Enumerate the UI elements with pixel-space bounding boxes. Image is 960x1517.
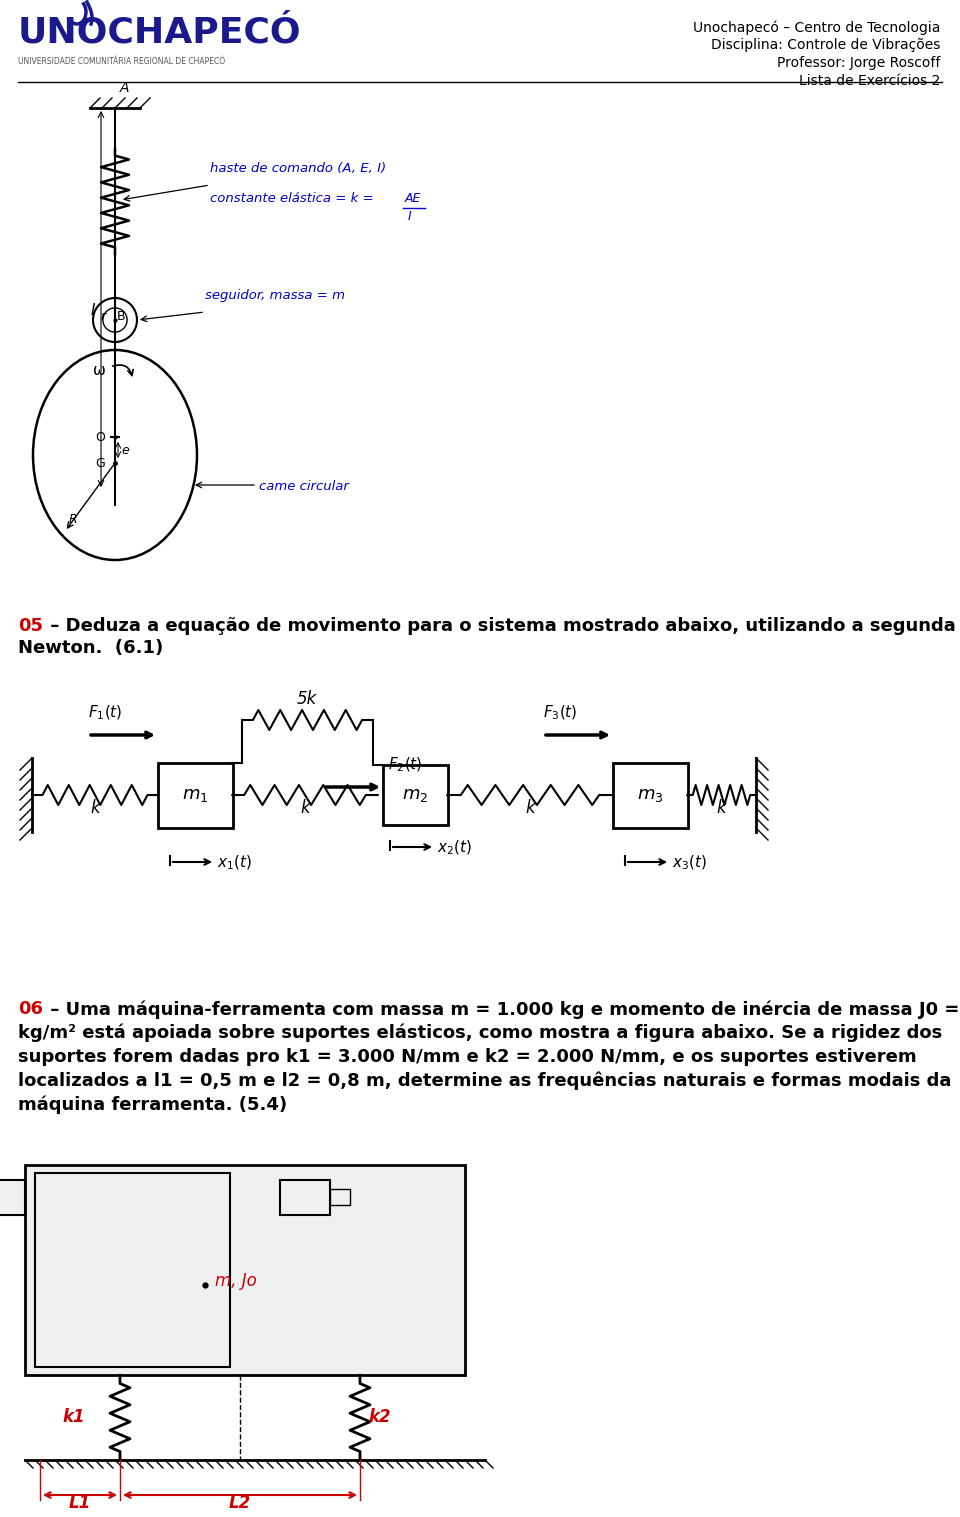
Text: UNOCHAPECÓ: UNOCHAPECÓ [18,15,301,49]
Text: kg/m² está apoiada sobre suportes elásticos, como mostra a figura abaixo. Se a r: kg/m² está apoiada sobre suportes elásti… [18,1024,943,1042]
Text: 05: 05 [18,617,43,636]
Text: máquina ferramenta. (5.4): máquina ferramenta. (5.4) [18,1095,287,1115]
Text: k: k [300,799,310,818]
Text: – Uma máquina-ferramenta com massa m = 1.000 kg e momento de inércia de massa J0: – Uma máquina-ferramenta com massa m = 1… [44,1000,960,1018]
Text: I: I [91,302,95,317]
Text: m, Jo: m, Jo [215,1271,256,1289]
Text: $m_1$: $m_1$ [181,786,208,804]
Text: haste de comando (A, E, I): haste de comando (A, E, I) [210,162,386,174]
Text: $x_2(t)$: $x_2(t)$ [437,839,472,857]
Bar [158,763,233,828]
Text: Newton.  (6.1): Newton. (6.1) [18,639,163,657]
Text: suportes forem dadas pro k1 = 3.000 N/mm e k2 = 2.000 N/mm, e os suportes estive: suportes forem dadas pro k1 = 3.000 N/mm… [18,1048,917,1066]
Text: $x_3(t)$: $x_3(t)$ [672,854,708,872]
Bar [35,1173,230,1367]
Bar [0,1180,25,1215]
Text: k: k [525,799,535,818]
Text: Unochapecó – Centro de Tecnologia: Unochapecó – Centro de Tecnologia [692,20,940,35]
Text: $m_2$: $m_2$ [402,786,428,804]
Text: Disciplina: Controle de Vibrações: Disciplina: Controle de Vibrações [710,38,940,52]
Bar [613,763,688,828]
Text: k2: k2 [368,1408,391,1426]
Text: I: I [408,209,412,223]
Bar [25,1165,465,1374]
Text: ω: ω [93,363,106,378]
Text: k: k [716,799,726,818]
Text: $F_3(t)$: $F_3(t)$ [543,704,578,722]
Text: $F_1(t)$: $F_1(t)$ [88,704,123,722]
Text: localizados a l1 = 0,5 m e l2 = 0,8 m, determine as frequências naturais e forma: localizados a l1 = 0,5 m e l2 = 0,8 m, d… [18,1073,951,1091]
Text: UNIVERSIDADE COMUNITÁRIA REGIONAL DE CHAPECÓ: UNIVERSIDADE COMUNITÁRIA REGIONAL DE CHA… [18,58,226,67]
Text: – Deduza a equação de movimento para o sistema mostrado abaixo, utilizando a seg: – Deduza a equação de movimento para o s… [44,617,960,636]
Text: seguidor, massa = m: seguidor, massa = m [205,290,345,302]
Bar [330,1189,350,1204]
Bar [280,1180,330,1215]
Text: G: G [95,457,105,469]
Text: 5k: 5k [297,690,317,708]
Text: 06: 06 [18,1000,43,1018]
Text: constante elástica = k =: constante elástica = k = [210,193,373,205]
Text: B: B [117,309,126,323]
Text: e: e [121,443,129,457]
Text: k: k [90,799,100,818]
Text: L2: L2 [228,1494,252,1512]
Text: $x_1(t)$: $x_1(t)$ [217,854,252,872]
Text: A: A [120,80,130,96]
Bar [383,765,448,825]
Text: L1: L1 [69,1494,91,1512]
Text: k1: k1 [62,1408,85,1426]
Text: $F_2(t)$: $F_2(t)$ [388,755,422,774]
Text: R: R [69,513,78,526]
Text: Lista de Exercícios 2: Lista de Exercícios 2 [799,74,940,88]
Text: O: O [95,431,105,443]
Text: r: r [101,309,106,323]
Text: Professor: Jorge Roscoff: Professor: Jorge Roscoff [777,56,940,70]
Text: $m_3$: $m_3$ [636,786,663,804]
Text: came circular: came circular [259,479,348,493]
Text: AE: AE [405,193,421,205]
